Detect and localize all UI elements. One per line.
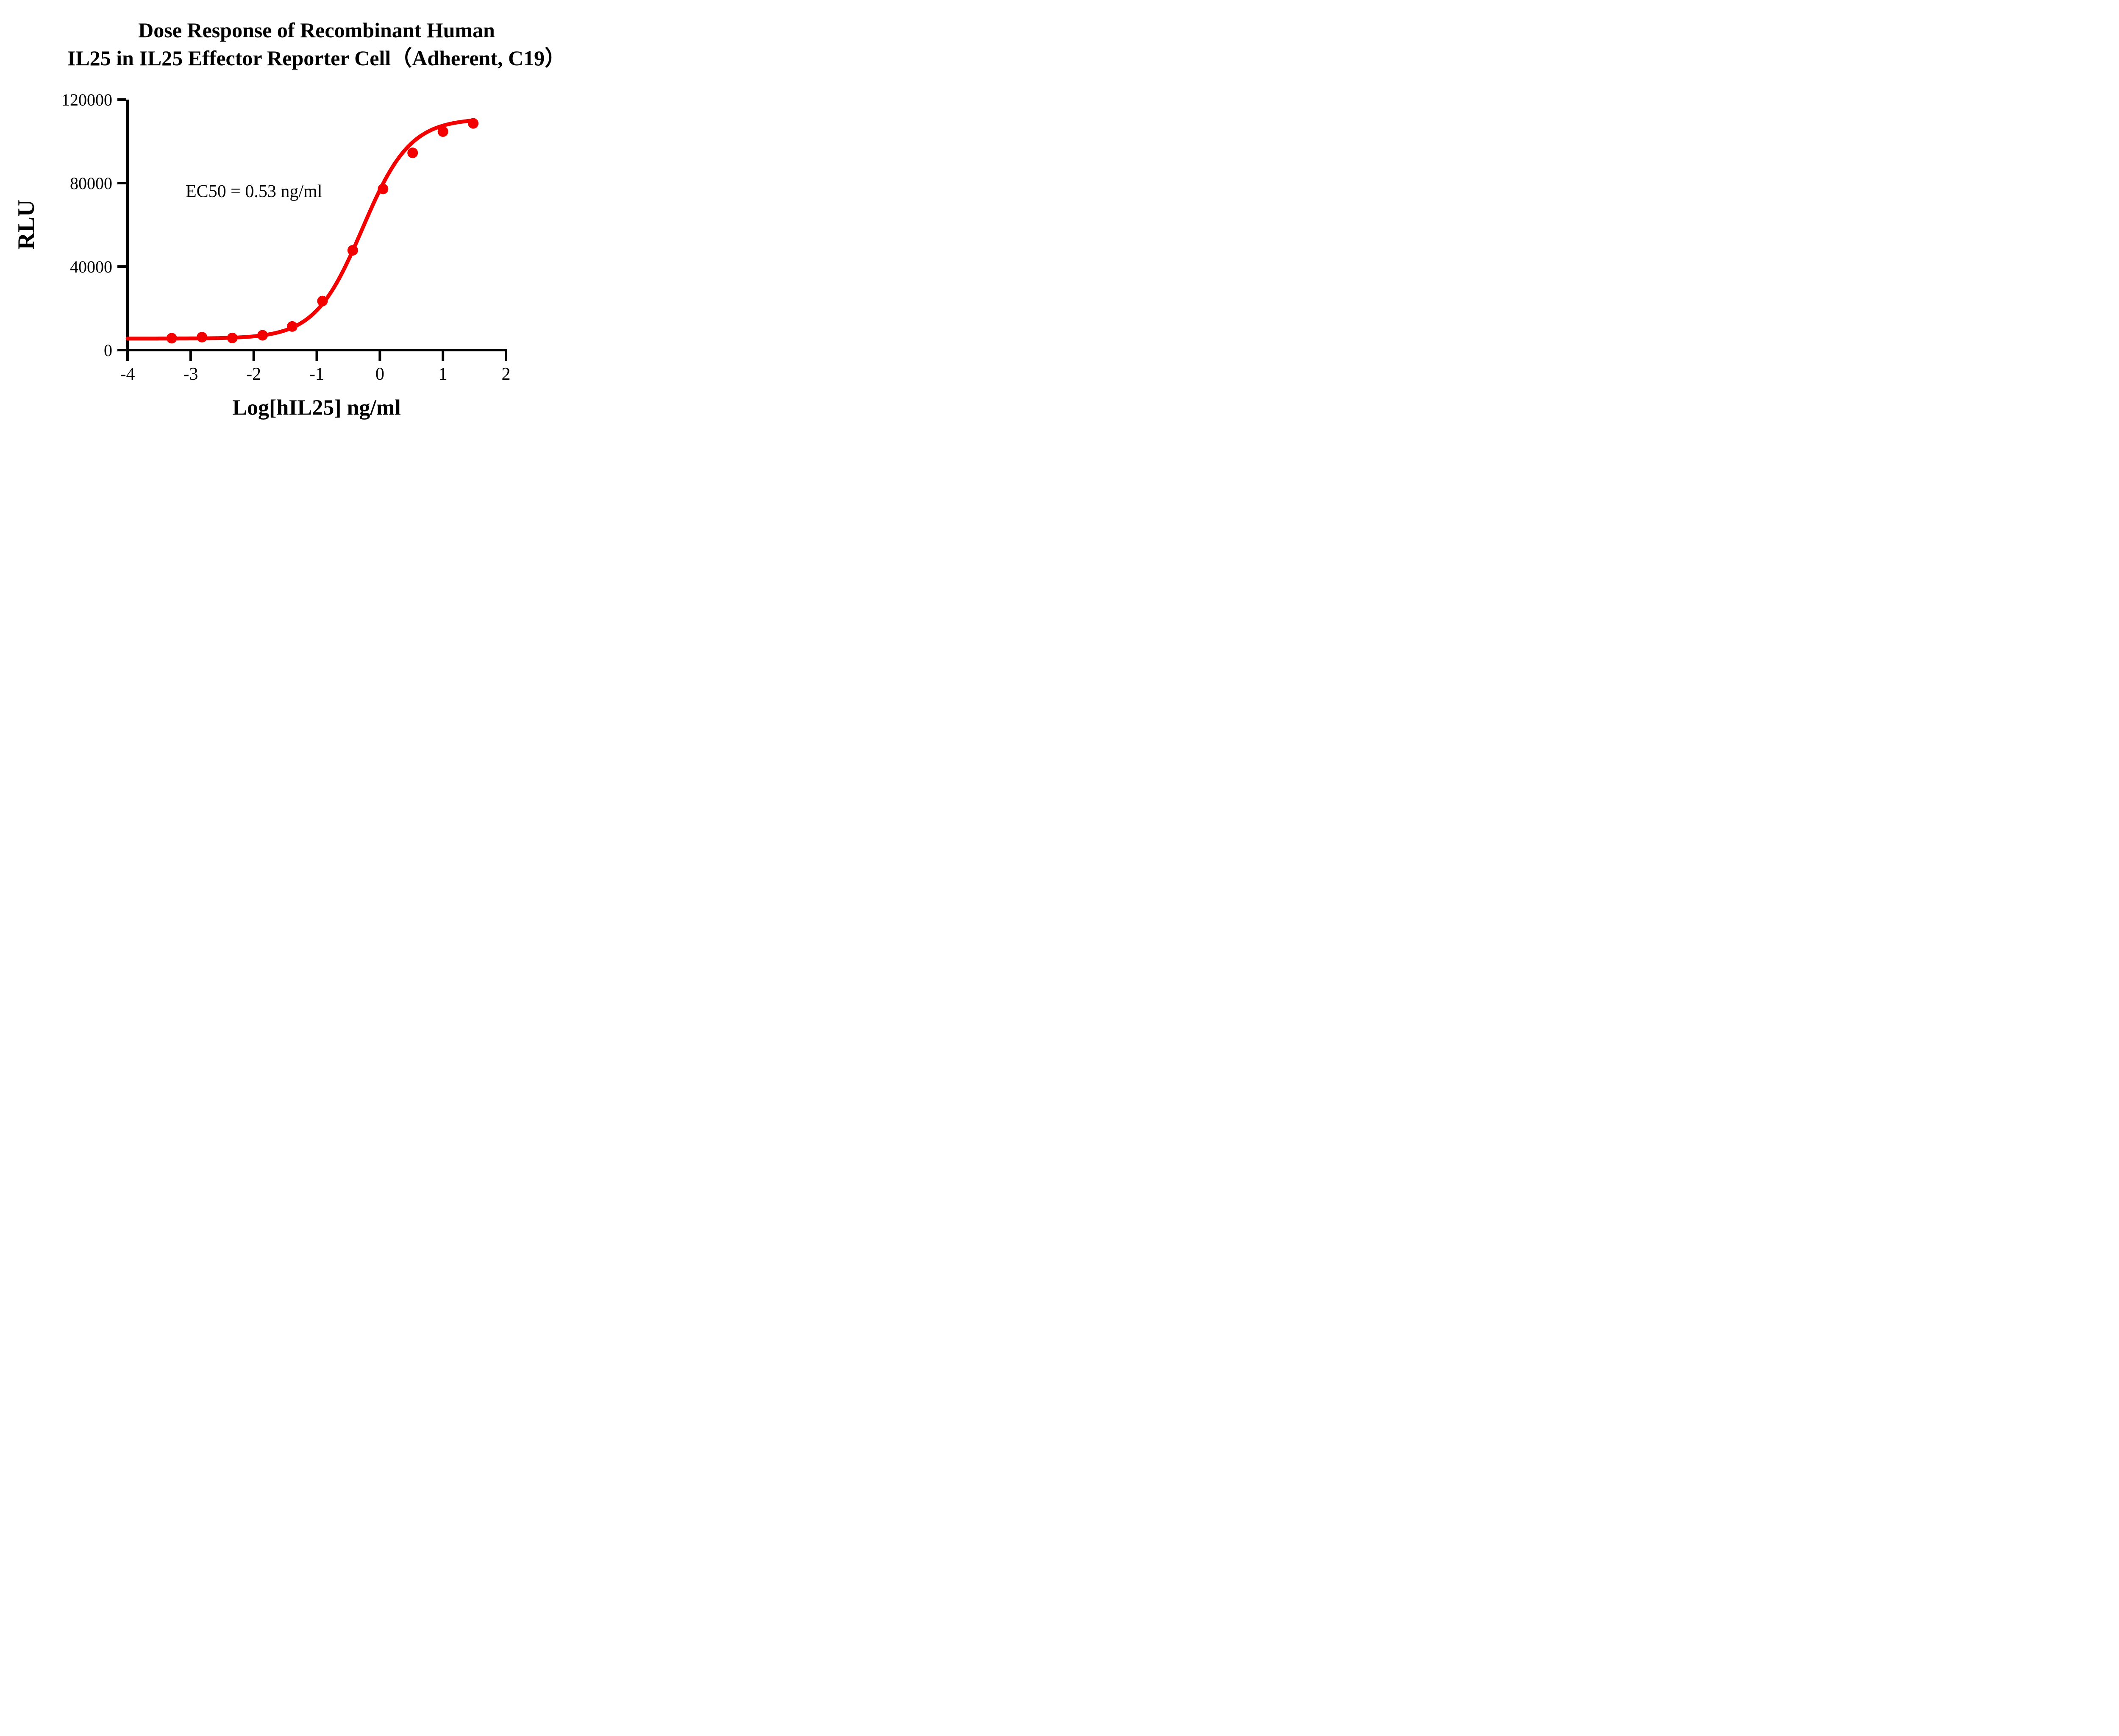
x-tick-label: -4: [120, 364, 135, 384]
dose-response-plot: -4 -3 -2 -1 0 1 2 0 40000 80000 120000: [61, 90, 511, 384]
x-tick-label: -1: [309, 364, 324, 384]
data-point: [317, 295, 328, 306]
data-point: [287, 321, 298, 332]
ec50-annotation: EC50 = 0.53 ng/ml: [186, 182, 323, 201]
y-tick-label: 40000: [70, 257, 112, 276]
y-tick-label: 0: [104, 341, 112, 360]
y-tick-label: 120000: [61, 90, 112, 109]
data-point: [197, 332, 208, 342]
x-tick-label: 1: [439, 364, 448, 384]
dose-response-curve: [125, 118, 476, 341]
chart-title-line1: Dose Response of Recombinant Human: [138, 18, 495, 42]
data-point: [437, 126, 448, 137]
y-tick-label: 80000: [70, 174, 112, 193]
chart-title: Dose Response of Recombinant Human IL25 …: [0, 16, 610, 72]
data-point: [257, 330, 268, 341]
x-tick-label: 2: [502, 364, 511, 384]
data-point: [347, 245, 358, 256]
data-point: [468, 118, 479, 129]
x-axis-title: Log[hIL25] ng/ml: [232, 395, 401, 420]
y-axis-title: RLU: [13, 199, 39, 250]
data-point: [378, 184, 389, 195]
x-tick-label: -2: [246, 364, 261, 384]
data-point: [407, 147, 418, 159]
data-point: [227, 332, 238, 343]
dose-response-figure: Dose Response of Recombinant Human IL25 …: [0, 0, 610, 434]
data-point: [166, 333, 177, 344]
x-tick-label: -3: [183, 364, 198, 384]
x-tick-label: 0: [375, 364, 384, 384]
chart-title-line2: IL25 in IL25 Effector Reporter Cell（Adhe…: [67, 46, 566, 70]
